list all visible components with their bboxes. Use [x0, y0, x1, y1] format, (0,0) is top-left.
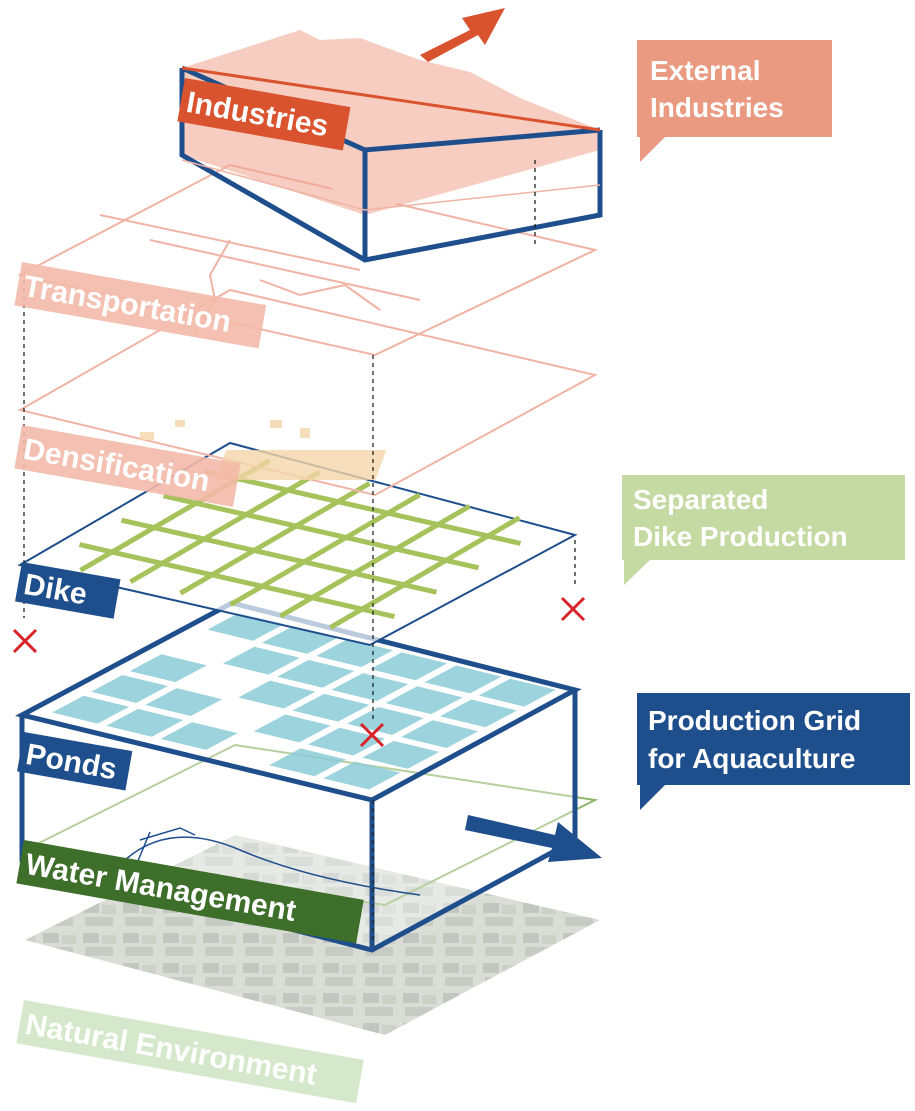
- dike-label: Dike: [15, 562, 121, 619]
- flow-arrow: [465, 815, 602, 862]
- ponds-layer: [15, 600, 582, 953]
- x-markers: [12, 596, 586, 748]
- dike-line: [120, 517, 438, 595]
- pond-tile: [307, 727, 385, 756]
- industries-layer: [179, 30, 603, 263]
- production-grid-callout: Production Grid for Aquaculture: [637, 693, 910, 810]
- dike-line: [204, 468, 522, 546]
- pond-tile: [269, 748, 347, 777]
- pond-tile: [401, 720, 479, 749]
- pond-tile: [160, 722, 238, 750]
- dike-line: [78, 542, 396, 620]
- external-industries-callout: External Industries: [637, 40, 832, 162]
- pond-tile: [129, 654, 207, 683]
- pond-tile: [52, 695, 130, 724]
- pond-tile: [292, 693, 370, 722]
- callout-text: External: [650, 55, 761, 86]
- pond-tile: [362, 740, 440, 769]
- callout-text: Separated: [633, 484, 768, 515]
- pond-tile: [253, 714, 331, 743]
- pond-tile: [331, 673, 409, 701]
- export-arrow: [420, 8, 505, 62]
- pond-tile: [370, 652, 448, 681]
- label-text: Transportation: [21, 270, 234, 339]
- callout-text: Dike Production: [633, 521, 848, 552]
- pond-tile: [106, 708, 184, 737]
- pond-tile: [145, 688, 223, 717]
- pond-tile: [323, 761, 401, 790]
- pond-tile: [277, 659, 355, 688]
- pond-tile: [424, 665, 502, 694]
- densification-label: Densification: [14, 425, 241, 507]
- callout-text: for Aquaculture: [648, 743, 855, 774]
- pond-tile: [222, 646, 300, 675]
- callout-text: Industries: [650, 92, 784, 123]
- pond-tile: [238, 680, 316, 709]
- pond-tile: [316, 639, 393, 668]
- pond-tile: [478, 678, 556, 707]
- pond-tile: [385, 686, 463, 715]
- dike-line: [162, 493, 480, 571]
- pond-tile: [439, 699, 517, 728]
- transportation-label: Transportation: [14, 262, 267, 349]
- pond-tile: [90, 675, 168, 703]
- callout-text: Production Grid: [648, 705, 861, 736]
- separated-dike-callout: Separated Dike Production: [622, 475, 905, 585]
